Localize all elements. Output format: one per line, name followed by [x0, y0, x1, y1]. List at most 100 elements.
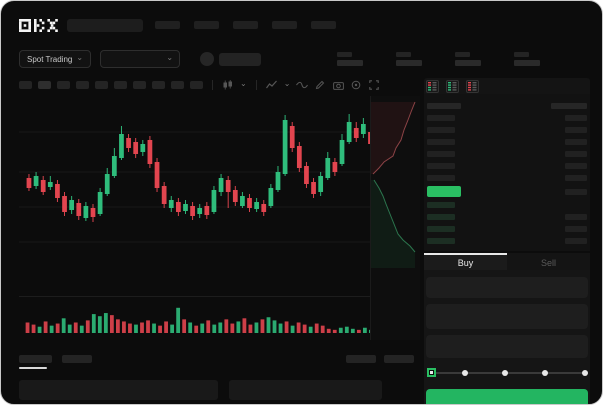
timeframe-button[interactable]	[171, 81, 184, 89]
draw-tool-icon[interactable]	[314, 79, 326, 91]
slider-stop[interactable]	[542, 370, 548, 376]
pane-divider	[19, 296, 370, 297]
ask-price-placeholder	[427, 151, 455, 157]
slider-stop[interactable]	[462, 370, 468, 376]
footer-control[interactable]	[384, 355, 414, 363]
footer-tab-active[interactable]	[19, 355, 52, 369]
footer-control[interactable]	[346, 355, 376, 363]
stat-value-placeholder	[396, 60, 422, 66]
market-type-selector[interactable]: Spot Trading ⌄	[19, 50, 92, 68]
chart-column: ⌄ ⌄	[19, 78, 420, 404]
trade-form	[424, 270, 590, 404]
top-nav	[19, 16, 584, 34]
bid-amount-placeholder	[565, 226, 587, 232]
bid-price-placeholder	[427, 202, 455, 208]
nav-item-placeholder[interactable]	[155, 21, 180, 29]
ask-row[interactable]	[427, 136, 587, 148]
pair-name-placeholder	[219, 52, 262, 66]
stat-label-placeholder	[337, 52, 352, 57]
depth-chart[interactable]	[370, 96, 420, 340]
timeframe-button[interactable]	[57, 81, 70, 89]
orderbook-table	[424, 94, 590, 251]
toolbar-divider	[212, 80, 213, 90]
nav-item-placeholder[interactable]	[194, 21, 219, 29]
book-asks-icon[interactable]	[466, 79, 479, 93]
book-bids-icon[interactable]	[446, 79, 459, 93]
timeframe-button[interactable]	[190, 81, 203, 89]
timeframe-button[interactable]	[152, 81, 165, 89]
pair-selector[interactable]: ⌄	[100, 50, 181, 68]
market-stat	[337, 52, 363, 66]
ask-amount-placeholder	[565, 163, 587, 169]
footer-controls	[346, 355, 414, 363]
last-price-row[interactable]	[427, 184, 587, 199]
timeframe-button[interactable]	[95, 81, 108, 89]
chevron-down-icon: ⌄	[166, 53, 174, 62]
chevron-down-icon[interactable]: ⌄	[240, 79, 247, 88]
ask-amount-placeholder	[565, 127, 587, 133]
bid-row[interactable]	[427, 223, 587, 235]
ask-amount-placeholder	[565, 175, 587, 181]
ask-price-placeholder	[427, 127, 455, 133]
toolbar-divider	[255, 80, 257, 90]
timeframe-button[interactable]	[114, 81, 127, 89]
screenshot-icon[interactable]	[332, 79, 344, 91]
bid-row[interactable]	[427, 235, 587, 247]
bid-row[interactable]	[427, 199, 587, 211]
last-price-badge	[427, 186, 461, 197]
bid-row[interactable]	[427, 211, 587, 223]
nav-item-placeholder[interactable]	[233, 21, 258, 29]
market-type-label: Spot Trading	[27, 54, 73, 64]
buy-tab-label: Buy	[457, 257, 474, 268]
market-stat	[396, 52, 422, 66]
footer-tab-label-placeholder	[19, 355, 52, 363]
settings-icon[interactable]	[350, 79, 362, 91]
last-amount-placeholder	[565, 188, 587, 195]
bid-amount-placeholder	[565, 238, 587, 244]
chevron-down-icon[interactable]: ⌄	[283, 79, 291, 88]
ask-row[interactable]	[427, 160, 587, 172]
fullscreen-icon[interactable]	[368, 79, 380, 91]
book-both-icon[interactable]	[426, 79, 439, 93]
okx-logo[interactable]	[19, 18, 59, 32]
ask-row[interactable]	[427, 124, 587, 136]
timeframe-button[interactable]	[19, 81, 32, 89]
tab-sell[interactable]: Sell	[507, 253, 590, 270]
volume-canvas	[25, 307, 373, 333]
indicator-icon[interactable]	[266, 79, 278, 91]
amount-field[interactable]	[426, 304, 588, 329]
orderbook-header-row	[427, 100, 587, 112]
total-field[interactable]	[426, 335, 588, 358]
candlestick-chart[interactable]	[19, 96, 373, 340]
depth-canvas	[371, 101, 416, 268]
market-stat	[514, 52, 540, 66]
candle-style-icon[interactable]	[222, 79, 234, 91]
footer-tab[interactable]	[62, 355, 92, 363]
timeframe-button[interactable]	[76, 81, 89, 89]
timeframe-button[interactable]	[38, 81, 51, 89]
ask-row[interactable]	[427, 112, 587, 124]
bottom-panel-left	[19, 380, 218, 400]
main-content: ⌄ ⌄	[19, 78, 590, 404]
bottom-panels	[19, 380, 420, 400]
ask-price-placeholder	[427, 139, 455, 145]
slider-stop[interactable]	[582, 370, 588, 376]
slider-stop[interactable]	[502, 370, 508, 376]
buy-submit-button[interactable]	[426, 389, 588, 404]
timeframe-button[interactable]	[133, 81, 146, 89]
nav-item-placeholder[interactable]	[272, 21, 297, 29]
ask-row[interactable]	[427, 148, 587, 160]
line-tool-icon[interactable]	[296, 79, 309, 91]
price-field[interactable]	[426, 277, 588, 298]
ask-row[interactable]	[427, 172, 587, 184]
amount-slider[interactable]	[427, 366, 588, 380]
trade-tabs: Buy Sell	[424, 253, 590, 270]
orderbook-view-toggles	[424, 78, 590, 94]
nav-item-placeholder[interactable]	[311, 21, 336, 29]
orderbook-header-amount	[551, 103, 587, 109]
active-tab-underline	[19, 367, 47, 369]
slider-handle[interactable]	[427, 368, 436, 377]
search-input[interactable]	[67, 18, 143, 32]
tab-buy[interactable]: Buy	[424, 253, 507, 270]
